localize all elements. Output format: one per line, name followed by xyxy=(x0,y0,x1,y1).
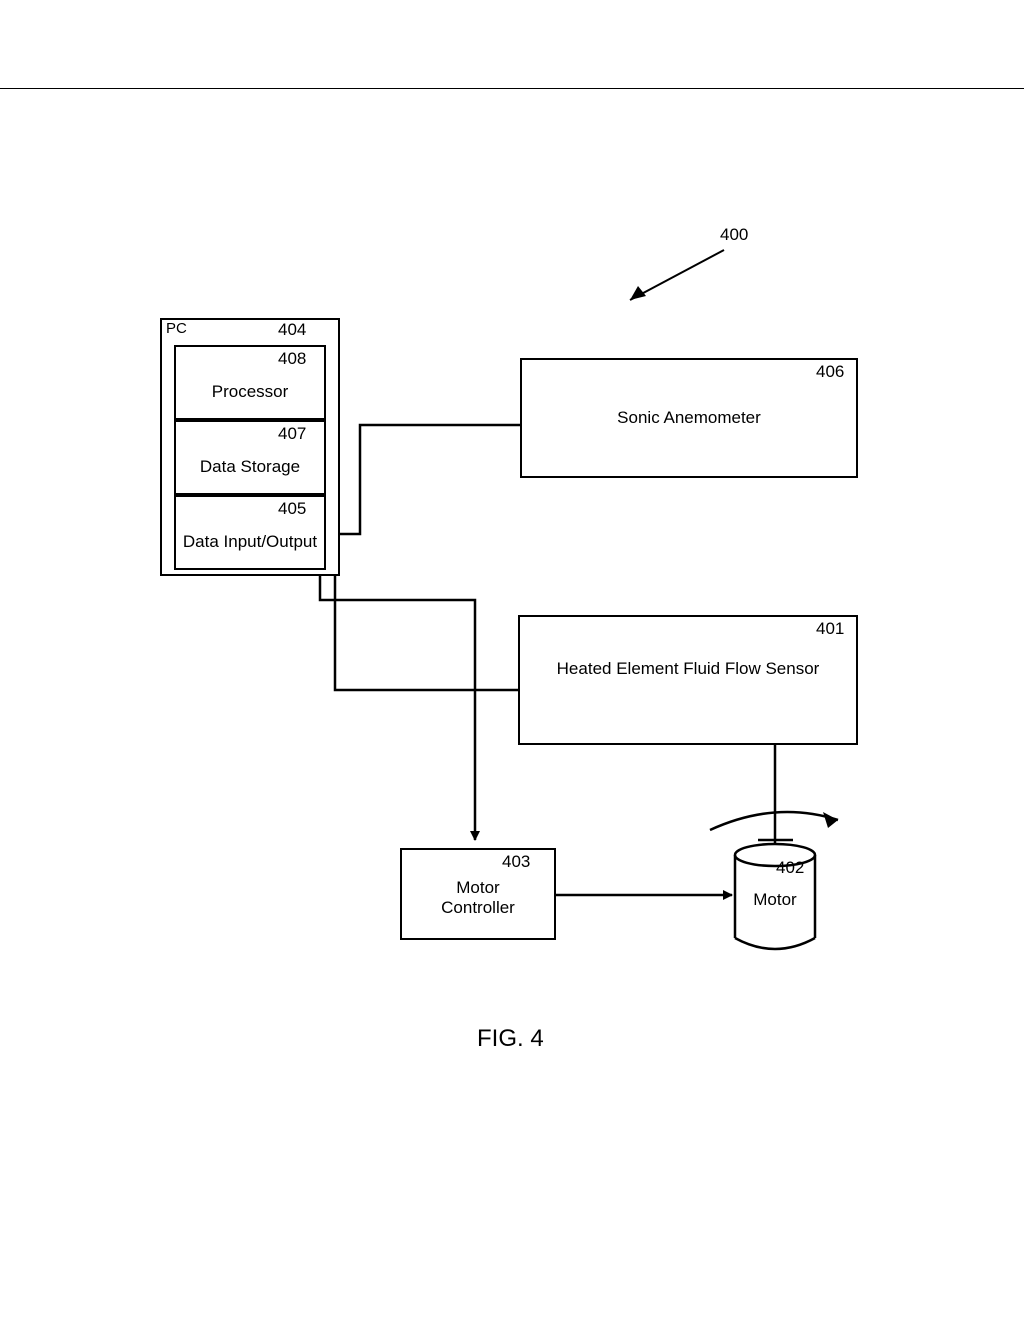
ref-io: 405 xyxy=(278,499,306,519)
ref-processor: 408 xyxy=(278,349,306,369)
ref-pc: 404 xyxy=(278,320,306,340)
motor-label: Motor xyxy=(735,890,815,910)
controller-label-2: Controller xyxy=(400,898,556,918)
io-label: Data Input/Output xyxy=(160,532,340,552)
ref-anemometer: 406 xyxy=(816,362,844,382)
patent-page: Patent Application Publication Nov. 27, … xyxy=(0,0,1024,1320)
controller-label-1: Motor xyxy=(400,878,556,898)
figure-caption: FIG. 4 xyxy=(477,1025,544,1053)
sensor-label: Heated Element Fluid Flow Sensor xyxy=(518,658,858,679)
ref-system: 400 xyxy=(720,225,748,245)
ref-sensor: 401 xyxy=(816,619,844,639)
storage-label: Data Storage xyxy=(174,457,326,477)
diagram-svg xyxy=(0,0,1024,1320)
processor-label: Processor xyxy=(174,382,326,402)
ref-controller: 403 xyxy=(502,852,530,872)
ref-motor: 402 xyxy=(776,858,804,878)
anemometer-label: Sonic Anemometer xyxy=(520,408,858,428)
ref-storage: 407 xyxy=(278,424,306,444)
pc-label: PC xyxy=(166,320,187,337)
sensor-box xyxy=(518,615,858,745)
